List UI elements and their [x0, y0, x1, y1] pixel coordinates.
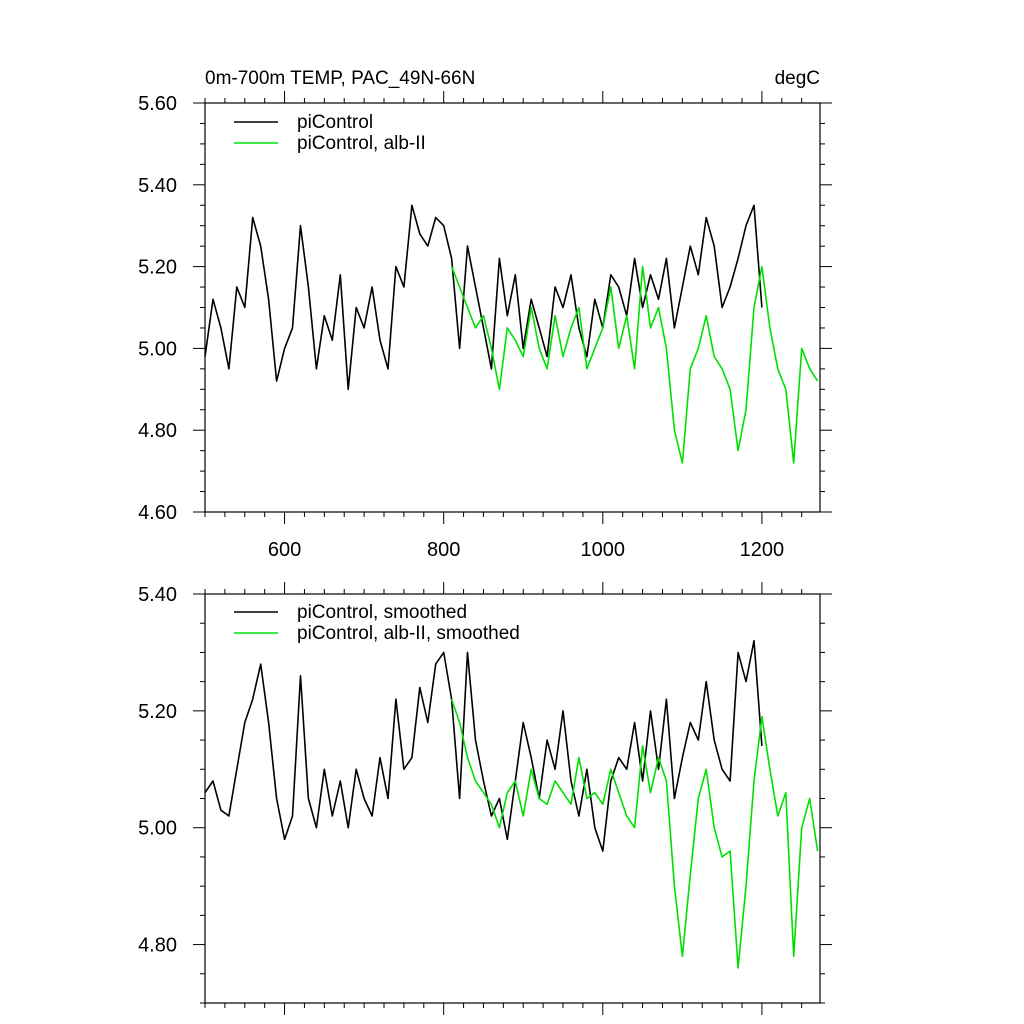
x-tick-label: 1200 [740, 539, 785, 561]
y-tick-label: 5.60 [138, 93, 177, 115]
y-tick-label: 5.20 [138, 701, 177, 723]
legend-label: piControl [297, 112, 373, 133]
y-tick-label: 5.00 [138, 338, 177, 360]
units-label: degC [775, 68, 820, 89]
legend-label: piControl, alb-II, smoothed [297, 623, 520, 644]
series-line-alb-ii [450, 265, 819, 464]
y-tick-label: 5.00 [138, 818, 177, 840]
x-tick-label: 1000 [581, 539, 626, 561]
top-panel: 600 800 1000 1200 4.60 4.80 5.00 5.20 5.40 5.60 0m… [138, 68, 832, 561]
legend-label: piControl, alb-II [297, 133, 426, 154]
series-line-alb-ii [450, 698, 819, 969]
y-tick-label: 5.40 [138, 175, 177, 197]
chart-title: 0m-700m TEMP, PAC_49N-66N [205, 68, 475, 89]
x-tick-label: 800 [427, 539, 460, 561]
bottom-panel: 4.80 5.00 5.20 5.40 piControl, smoothedpiCon… [138, 582, 832, 1015]
series-line-picontrol [204, 639, 763, 852]
y-tick-label: 4.80 [138, 420, 177, 442]
plot-frame [204, 102, 821, 513]
series-line-picontrol [204, 204, 763, 391]
y-tick-label: 4.60 [138, 502, 177, 524]
x-tick-label: 600 [268, 539, 301, 561]
legend-label: piControl, smoothed [297, 602, 467, 623]
y-tick-label: 4.80 [138, 935, 177, 957]
y-tick-label: 5.40 [138, 584, 177, 606]
y-tick-label: 5.20 [138, 257, 177, 279]
